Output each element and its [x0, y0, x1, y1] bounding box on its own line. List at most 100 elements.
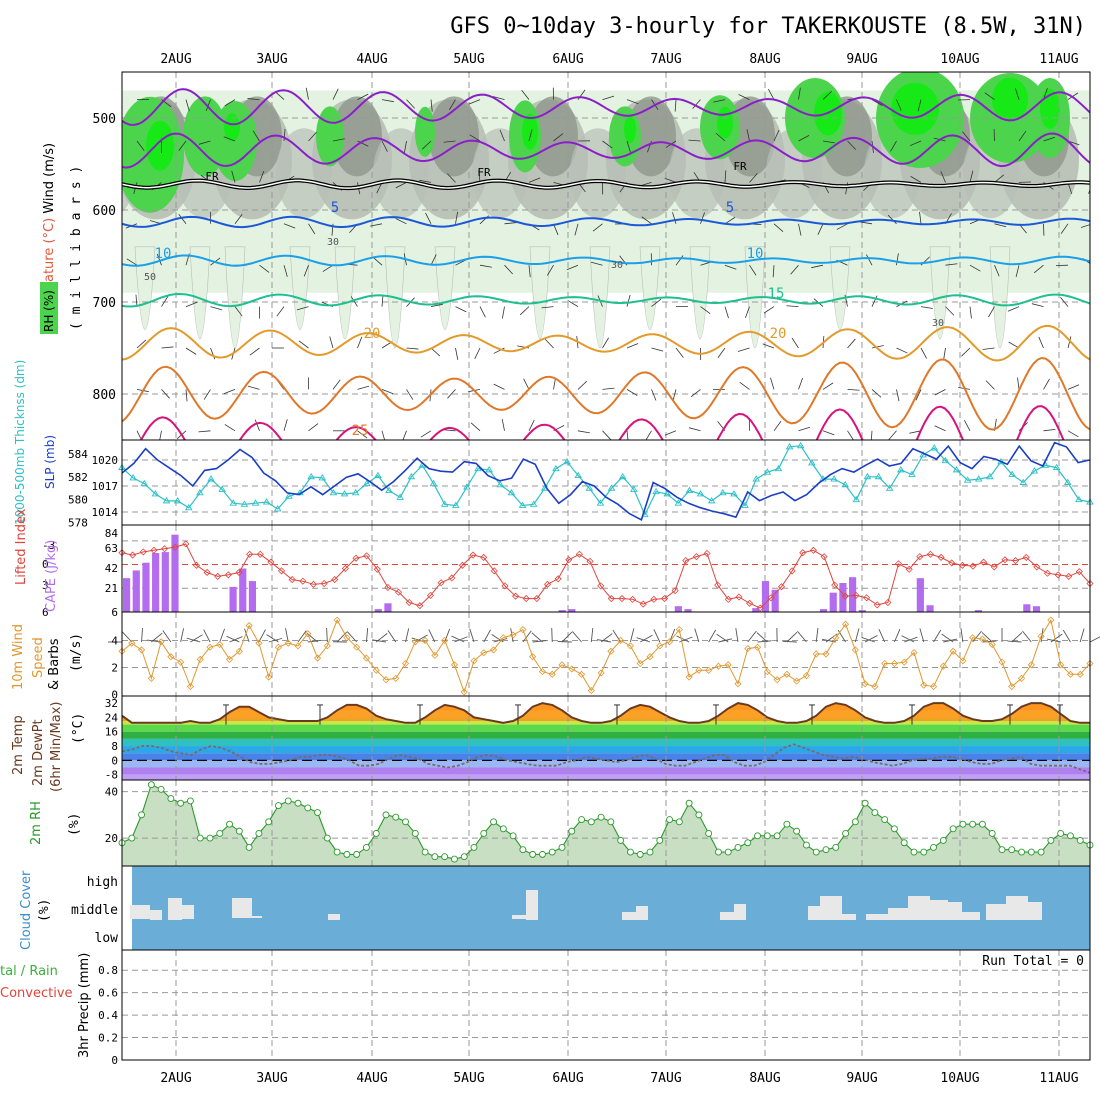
lifted-index-marker [618, 594, 626, 603]
dewpoint-line [121, 743, 1091, 774]
wind-barb [474, 347, 481, 359]
wind-speed-marker [401, 659, 410, 668]
thickness-marker [518, 501, 527, 508]
cape-bar [239, 568, 247, 612]
wind-barb [1018, 130, 1027, 142]
wind-speed-marker [988, 640, 996, 649]
thickness-marker [785, 443, 794, 450]
rh2m-marker [304, 804, 312, 812]
rh2m-marker [362, 843, 370, 851]
temp-axis-label: 2m Temp [11, 715, 26, 775]
wind-barb [590, 261, 603, 266]
thickness-marker [707, 497, 716, 504]
wind-barb [1015, 265, 1020, 277]
wind-barb [786, 305, 799, 307]
rh2m-marker [196, 834, 204, 842]
cloud-block [150, 910, 162, 920]
wind-barb-10m [960, 628, 964, 643]
lifted-index-marker [363, 552, 371, 560]
wind-barb-10m [597, 639, 611, 643]
wind-barb-10m [904, 636, 918, 643]
wind-speed-marker [450, 661, 459, 669]
wind-barb [357, 336, 363, 349]
cape-bar [839, 583, 847, 612]
wind-barb [700, 306, 711, 314]
lifted-index-marker [990, 563, 998, 571]
precip-panel: 0.8 0.6 0.4 0.2 0 Run Total = 0 tal / Rain Conv… [0, 949, 1091, 1067]
wind-speed-marker [812, 650, 820, 658]
wind-speed-marker [353, 643, 361, 651]
wind-barb [178, 140, 187, 151]
wind-barb [919, 211, 922, 224]
thickness-marker [596, 499, 605, 506]
rh2m-axis-label: 2m RH [29, 801, 44, 845]
lifted-index-marker [416, 602, 424, 610]
wind-barb [1088, 188, 1090, 194]
wind-barb [737, 347, 750, 352]
cape-bar [132, 570, 140, 612]
wind-barb [357, 93, 369, 100]
wind-barb [909, 140, 922, 147]
lifted-index-marker [299, 577, 307, 585]
wind-barb [672, 212, 677, 224]
wind-barb-10m [716, 633, 729, 643]
rh2m-marker [802, 841, 810, 849]
rh-dark-blob [626, 96, 676, 177]
wind-speed-marker [949, 647, 957, 655]
contour-label: FR [477, 166, 491, 179]
wind-barb-10m [454, 636, 468, 643]
rh2m-marker [519, 846, 527, 854]
wind-barb [602, 95, 615, 100]
wind-barb [724, 216, 736, 225]
wind-speed-marker [920, 681, 928, 689]
wind-barb [1067, 430, 1079, 438]
wind-barb [159, 430, 162, 440]
wind-barb-10m [483, 629, 491, 643]
wind-barb [370, 223, 383, 227]
wind-barb [406, 99, 415, 109]
rh-streak [434, 246, 456, 330]
wind-barb [688, 427, 701, 432]
wind-barb [1033, 264, 1044, 274]
wind-barb [920, 347, 927, 359]
temp-mask [122, 696, 1090, 723]
thickness-marker [952, 465, 961, 473]
precip-ytick: 0 [111, 1054, 118, 1067]
wind-barb [768, 88, 775, 100]
lifted-index-marker [841, 592, 849, 600]
wind-barb [519, 306, 530, 316]
wind-barb-10m [244, 628, 250, 643]
wind-barb [791, 337, 799, 349]
wind-barb [546, 264, 554, 276]
lifted-index-marker [480, 553, 488, 561]
wind-barb [626, 99, 639, 105]
wind-barb-10m [428, 629, 436, 643]
lifted-index-marker [597, 582, 605, 590]
rh2m-marker [558, 843, 566, 851]
cloud-block [720, 912, 734, 920]
rh2m-marker [724, 848, 732, 856]
thickness-marker [830, 475, 838, 482]
rh-streak [989, 246, 1011, 348]
contour-label: FR [205, 170, 219, 183]
thickness-marker [173, 497, 182, 504]
rh2m-marker [646, 848, 654, 856]
wind-barb [566, 264, 579, 271]
rh2m-marker [626, 848, 634, 856]
wind-barb-10m [982, 640, 997, 643]
rh-legend-swatch [40, 282, 58, 334]
thickness-marker [251, 499, 260, 506]
rh-bright-blob [717, 106, 733, 139]
wind-barb [1060, 297, 1069, 307]
wind-barb [274, 91, 285, 100]
wind-barb [430, 347, 441, 357]
wind-barb [521, 89, 530, 100]
wind-barb [357, 385, 370, 390]
wind-barb [381, 294, 384, 307]
wind-barb [1080, 224, 1090, 228]
lifted-index-marker [235, 568, 243, 577]
contour-label: FR [733, 160, 747, 173]
rh2m-marker [333, 848, 341, 856]
rh2m-marker [421, 848, 429, 856]
rh2m-marker [450, 855, 458, 863]
